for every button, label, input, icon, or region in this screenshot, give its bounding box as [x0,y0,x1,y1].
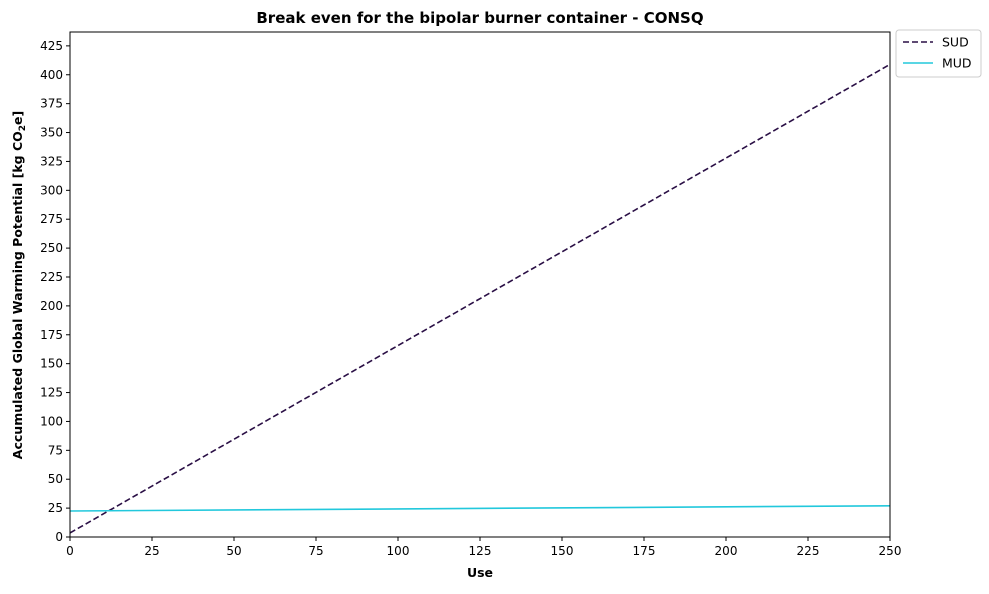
y-tick-label: 400 [40,68,63,82]
x-tick-label: 50 [226,544,241,558]
y-tick-label: 225 [40,270,63,284]
y-axis-title-subscript: 2 [18,125,28,131]
y-tick-label: 150 [40,357,63,371]
x-tick-label: 0 [66,544,74,558]
plot-frame [69,31,891,538]
x-tick-label: 75 [308,544,323,558]
legend: SUD MUD [895,29,982,78]
legend-label-sud: SUD [942,35,969,50]
y-tick-label: 125 [40,386,63,400]
y-tick-label: 375 [40,97,63,111]
x-axis: 0 25 50 75 100 125 150 175 200 225 250 [66,537,901,558]
legend-label-mud: MUD [942,56,972,71]
x-tick-label: 100 [387,544,410,558]
series-line-mud [69,504,891,512]
x-tick-label: 175 [633,544,656,558]
y-tick-label: 425 [40,39,63,53]
y-axis-title: Accumulated Global Warming Potential [kg… [10,111,28,459]
x-tick-label: 25 [144,544,159,558]
x-axis-title: Use [467,565,493,580]
y-tick-label: 175 [40,328,63,342]
y-tick-label: 50 [48,472,63,486]
y-axis: 0 25 50 75 100 125 150 175 200 225 250 275 300 325 350… [40,39,70,544]
x-tick-label: 150 [551,544,574,558]
y-tick-label: 350 [40,126,63,140]
x-tick-label: 225 [797,544,820,558]
y-tick-label: 275 [40,212,63,226]
y-tick-label: 0 [55,530,63,544]
y-tick-label: 75 [48,443,63,457]
y-axis-title-main: Accumulated Global Warming Potential [kg… [10,131,25,459]
y-tick-label: 300 [40,183,63,197]
series-line-sud [69,63,891,534]
x-tick-label: 200 [715,544,738,558]
y-tick-label: 100 [40,414,63,428]
y-tick-label: 250 [40,241,63,255]
x-tick-label: 250 [879,544,902,558]
series-layer [69,63,891,534]
chart-title: Break even for the bipolar burner contai… [256,9,703,27]
x-tick-label: 125 [469,544,492,558]
y-tick-label: 25 [48,501,63,515]
y-axis-title-end: e] [10,111,25,125]
y-tick-label: 200 [40,299,63,313]
y-tick-label: 325 [40,154,63,168]
